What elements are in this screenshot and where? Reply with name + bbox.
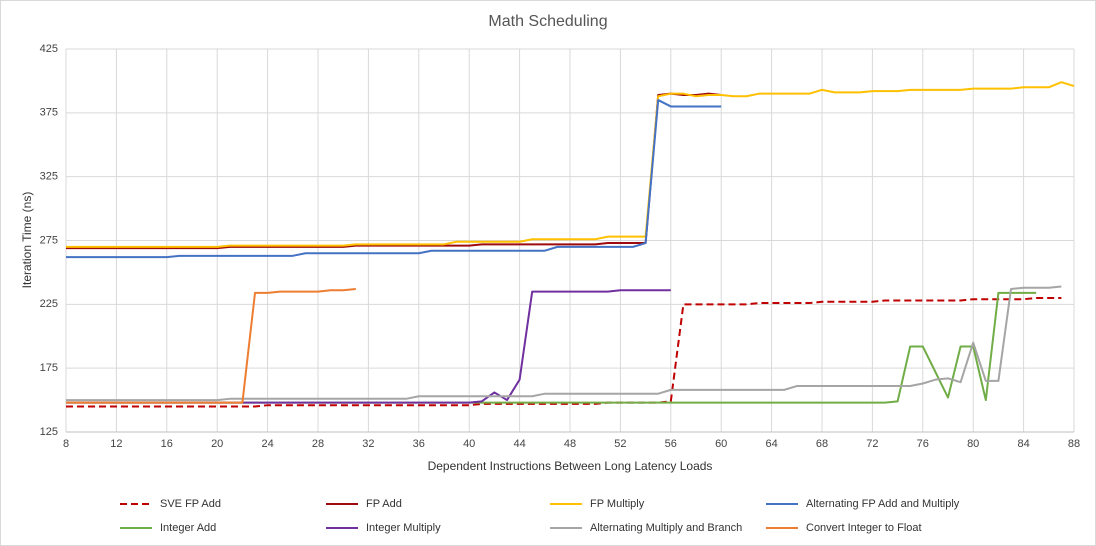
y-tick-label: 425 xyxy=(40,43,58,55)
x-tick-label: 68 xyxy=(816,438,828,450)
x-tick-label: 56 xyxy=(665,438,677,450)
y-tick-label: 325 xyxy=(40,171,58,183)
x-tick-label: 32 xyxy=(362,438,374,450)
y-tick-label: 225 xyxy=(40,298,58,310)
x-tick-label: 72 xyxy=(866,438,878,450)
series-line xyxy=(66,92,722,250)
legend-label: Alternating Multiply and Branch xyxy=(590,522,742,534)
x-tick-label: 60 xyxy=(715,438,727,450)
series-line xyxy=(66,296,1062,408)
x-tick-label: 80 xyxy=(967,438,979,450)
legend-label: FP Multiply xyxy=(590,498,645,510)
legend-label: Alternating FP Add and Multiply xyxy=(806,498,960,510)
series-line xyxy=(66,99,722,259)
legend-label: Integer Add xyxy=(160,522,216,534)
legend-label: Integer Multiply xyxy=(366,522,441,534)
series-line xyxy=(66,285,1062,402)
legend-label: Convert Integer to Float xyxy=(806,522,922,534)
legend-label: FP Add xyxy=(366,498,402,510)
y-tick-label: 175 xyxy=(40,362,58,374)
x-tick-label: 48 xyxy=(564,438,576,450)
x-tick-label: 64 xyxy=(765,438,777,450)
y-tick-label: 375 xyxy=(40,107,58,119)
x-tick-label: 76 xyxy=(917,438,929,450)
x-tick-label: 84 xyxy=(1017,438,1029,450)
x-tick-label: 24 xyxy=(261,438,273,450)
x-tick-label: 12 xyxy=(110,438,122,450)
legend-label: SVE FP Add xyxy=(160,498,221,510)
x-tick-label: 28 xyxy=(312,438,324,450)
x-tick-label: 36 xyxy=(413,438,425,450)
series-line xyxy=(66,288,356,404)
y-axis-title: Iteration Time (ns) xyxy=(20,192,34,289)
x-tick-label: 44 xyxy=(513,438,525,450)
x-tick-label: 40 xyxy=(463,438,475,450)
x-tick-label: 88 xyxy=(1068,438,1080,450)
x-axis-title: Dependent Instructions Between Long Late… xyxy=(428,459,713,473)
series-line xyxy=(66,81,1075,248)
x-tick-label: 16 xyxy=(161,438,173,450)
x-tick-label: 20 xyxy=(211,438,223,450)
chart-title: Math Scheduling xyxy=(488,13,607,30)
x-tick-label: 8 xyxy=(63,438,69,450)
y-tick-label: 125 xyxy=(40,426,58,438)
x-tick-label: 52 xyxy=(614,438,626,450)
y-tick-label: 275 xyxy=(40,234,58,246)
